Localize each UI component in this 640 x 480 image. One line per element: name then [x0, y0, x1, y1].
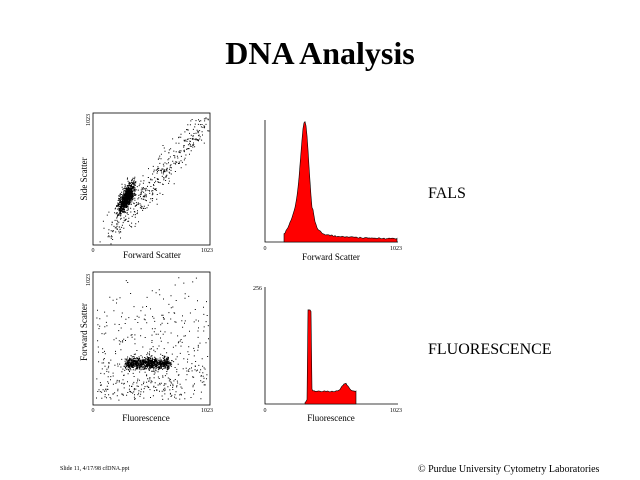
tick-label: 1023: [390, 246, 402, 252]
tick-label: 1023: [86, 274, 92, 286]
footer-right: © Purdue University Cytometry Laboratori…: [418, 464, 600, 475]
footer-left: Slide 11, 4/17/98 cfDNA.ppt: [60, 465, 130, 472]
tick-label: 0: [92, 408, 95, 414]
plot-frame: [92, 271, 211, 406]
slide-title: DNA Analysis: [225, 35, 414, 71]
scatter-dots: [96, 277, 209, 401]
axes: [264, 120, 398, 243]
y-axis-label: Side Scatter: [79, 157, 89, 200]
tick-label: 1023: [86, 114, 92, 126]
tick-label: 0: [264, 408, 267, 414]
row-label: FLUORESCENCE: [428, 341, 552, 358]
y-axis-label: Forward Scatter: [79, 303, 89, 361]
tick-label: 1023: [390, 408, 402, 414]
tick-label: 0: [264, 246, 267, 252]
tick-label: 1023: [201, 408, 213, 414]
scatter-dots: [99, 117, 210, 245]
row-label: FALS: [428, 185, 466, 202]
histogram: [304, 309, 357, 405]
x-axis-label: Forward Scatter: [123, 250, 181, 260]
histogram: [283, 120, 398, 243]
x-axis-label: Fluorescence: [122, 413, 169, 423]
plot-frame: [92, 112, 211, 246]
tick-label: 1023: [201, 248, 213, 254]
axes: [264, 287, 398, 405]
x-axis-label: Forward Scatter: [302, 252, 360, 262]
tick-label: 0: [92, 248, 95, 254]
tick-label: 256: [253, 286, 262, 292]
x-axis-label: Fluorescence: [307, 413, 354, 423]
